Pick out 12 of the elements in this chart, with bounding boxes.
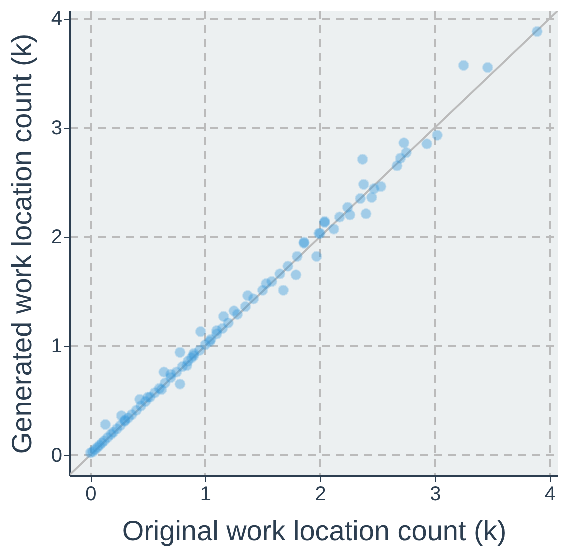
y-tick-label: 3 (51, 117, 62, 140)
x-axis-title: Original work location count (k) (122, 516, 507, 546)
y-axis-title: Generated work location count (k) (6, 34, 38, 454)
y-tick-label: 0 (51, 444, 62, 467)
y-tick-label: 4 (51, 8, 62, 30)
y-tick-label: 1 (51, 336, 62, 358)
x-tick-label: 1 (200, 484, 212, 506)
x-tick-label: 3 (430, 484, 442, 506)
x-tick-label: 2 (315, 484, 326, 506)
x-tick-label: 0 (86, 484, 97, 506)
y-tick-label: 2 (51, 226, 62, 248)
x-tick-label: 4 (544, 484, 556, 506)
